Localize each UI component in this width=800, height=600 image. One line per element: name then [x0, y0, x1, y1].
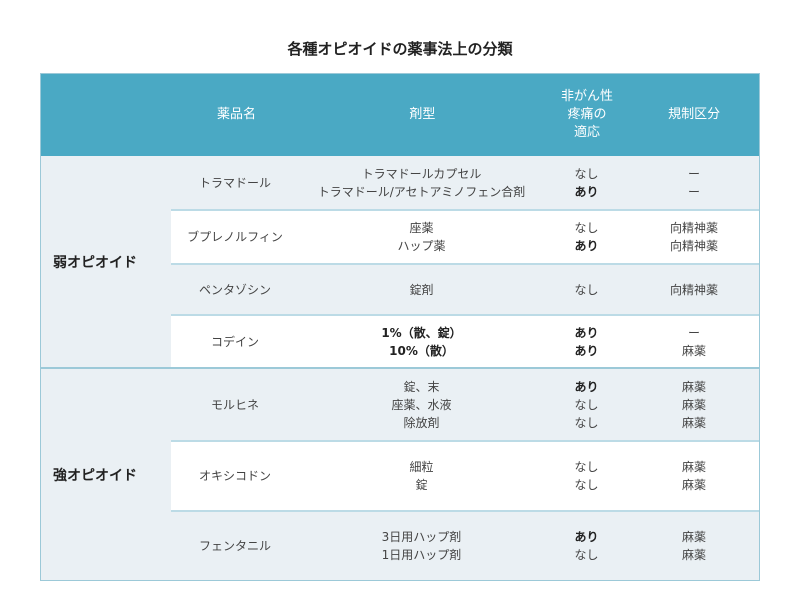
regulation-line: 向精神薬	[669, 221, 718, 235]
forms-cell: トラマドールカプセルトラマドール/アセトアミノフェン合剤	[299, 165, 544, 201]
form-line: 細粒	[409, 460, 434, 474]
noncancer-line: なし	[574, 460, 599, 474]
noncancer-line: なし	[574, 478, 599, 492]
group: 弱オピオイド トラマドール トラマドールカプセルトラマドール/アセトアミノフェン合剤…	[41, 156, 759, 367]
regulation-line: ー	[687, 325, 700, 340]
regulation-line: 向精神薬	[669, 239, 718, 253]
regulation-cell: 麻薬 麻薬	[629, 528, 759, 564]
regulation-line: 麻薬	[681, 343, 706, 358]
regulation-cell: ーー	[629, 165, 759, 201]
drug-name: トラマドール	[198, 175, 271, 190]
forms-cell: 細粒錠	[299, 458, 544, 494]
header-group	[41, 74, 173, 156]
drug-name: ペンタゾシン	[198, 282, 271, 297]
form-line: 3日用ハップ剤	[381, 530, 462, 544]
regulation-line: 麻薬	[681, 478, 706, 492]
regulation-cell: 向精神薬 向精神薬	[629, 219, 759, 255]
table-row: オキシコドン 細粒錠なし なし 麻薬 麻薬	[171, 440, 759, 510]
noncancer-line: なし	[574, 282, 599, 297]
regulation-cell: 麻薬 麻薬	[629, 458, 759, 494]
noncancer-cell: あり なし	[544, 528, 629, 564]
drug-name: モルヒネ	[210, 397, 259, 412]
form-line: 錠	[415, 478, 428, 492]
noncancer-line: なし	[574, 548, 599, 562]
drug-name: コデイン	[210, 334, 259, 349]
table-row: トラマドール トラマドールカプセル トラマドール/アセトアミノフェン合剤 なし ありーー	[171, 156, 759, 209]
form-line: ハップ薬	[397, 239, 446, 253]
noncancer-cell: なし	[544, 281, 629, 299]
form-line: 除放剤	[403, 415, 440, 430]
forms-cell: 錠、末座薬、水液除放剤	[299, 378, 544, 432]
noncancer-cell: あり あり	[544, 324, 629, 360]
form-line: トラマドール/アセトアミノフェン合剤	[317, 184, 526, 199]
noncancer-cell: なし あり	[544, 165, 629, 201]
form-line: 座薬	[409, 221, 434, 235]
noncancer-line: あり	[574, 239, 599, 253]
header-form: 剤型	[409, 107, 436, 122]
noncancer-line: あり	[574, 379, 599, 394]
regulation-line: ー	[687, 166, 700, 181]
noncancer-line: なし	[574, 397, 599, 412]
table-row: フェンタニル 3日用ハップ剤 1日用ハップ剤 あり なし 麻薬 麻薬	[171, 510, 759, 580]
regulation-cell: ー麻薬	[629, 324, 759, 360]
form-line: 1日用ハップ剤	[381, 548, 462, 562]
table-row: モルヒネ 錠、末 座薬、水液 除放剤 あり なし なし 麻薬 麻薬 麻薬	[171, 369, 759, 440]
forms-cell: 座薬 ハップ薬	[299, 219, 544, 255]
noncancer-line: なし	[574, 221, 599, 235]
opioid-classification-table: 薬品名 剤型 非がん性 疼痛の 適応 規制区分 弱オピオイド トラマドール トラマド…	[40, 73, 760, 581]
noncancer-line: あり	[574, 184, 599, 199]
header-noncancer: 非がん性 疼痛の 適応	[560, 89, 613, 140]
noncancer-cell: なし あり	[544, 219, 629, 255]
header-regulation: 規制区分	[668, 107, 721, 122]
table-row: ペンタゾシン 錠剤 なし 向精神薬	[171, 263, 759, 314]
regulation-cell: 麻薬 麻薬 麻薬	[629, 378, 759, 432]
regulation-line: 向精神薬	[669, 282, 718, 297]
table-row: コデイン 1%（散、錠） 10%（散） あり ありー麻薬	[171, 314, 759, 367]
regulation-line: 麻薬	[681, 379, 706, 394]
group-label: 強オピオイド	[41, 369, 171, 580]
regulation-cell: 向精神薬	[629, 281, 759, 299]
noncancer-line: あり	[574, 325, 599, 340]
form-line: 錠、末	[403, 379, 440, 394]
group-label: 弱オピオイド	[41, 156, 171, 367]
noncancer-cell: あり なし なし	[544, 378, 629, 432]
regulation-line: 麻薬	[681, 415, 706, 430]
form-line: 1%（散、錠）	[381, 325, 462, 340]
form-line: 座薬、水液	[391, 397, 452, 412]
noncancer-line: あり	[574, 530, 599, 544]
form-line: トラマドールカプセル	[361, 166, 482, 181]
noncancer-line: なし	[574, 166, 599, 181]
table-title: 各種オピオイドの薬事法上の分類	[287, 40, 513, 58]
header-name: 薬品名	[216, 107, 256, 122]
table-header: 薬品名 剤型 非がん性 疼痛の 適応 規制区分	[41, 74, 759, 156]
regulation-line: 麻薬	[681, 548, 706, 562]
forms-cell: 1%（散、錠） 10%（散）	[299, 324, 544, 360]
regulation-line: 麻薬	[681, 397, 706, 412]
noncancer-cell: なし なし	[544, 458, 629, 494]
forms-cell: 錠剤	[299, 281, 544, 299]
noncancer-line: なし	[574, 415, 599, 430]
table-row: ブプレノルフィン 座薬 ハップ薬 なし あり 向精神薬 向精神薬	[171, 209, 759, 263]
drug-name: フェンタニル	[198, 539, 271, 553]
group: 強オピオイド モルヒネ 錠、末 座薬、水液 除放剤 あり なし なし 麻薬 麻薬 麻薬 オキシコドン細…	[41, 367, 759, 580]
form-line: 10%（散）	[389, 343, 454, 358]
forms-cell: 3日用ハップ剤 1日用ハップ剤	[299, 528, 544, 564]
form-line: 錠剤	[409, 282, 434, 297]
regulation-line: 麻薬	[681, 530, 706, 544]
drug-name: オキシコドン	[198, 469, 271, 483]
regulation-line: ー	[687, 184, 700, 199]
drug-name: ブプレノルフィン	[187, 230, 283, 244]
noncancer-line: あり	[574, 343, 599, 358]
regulation-line: 麻薬	[681, 460, 706, 474]
